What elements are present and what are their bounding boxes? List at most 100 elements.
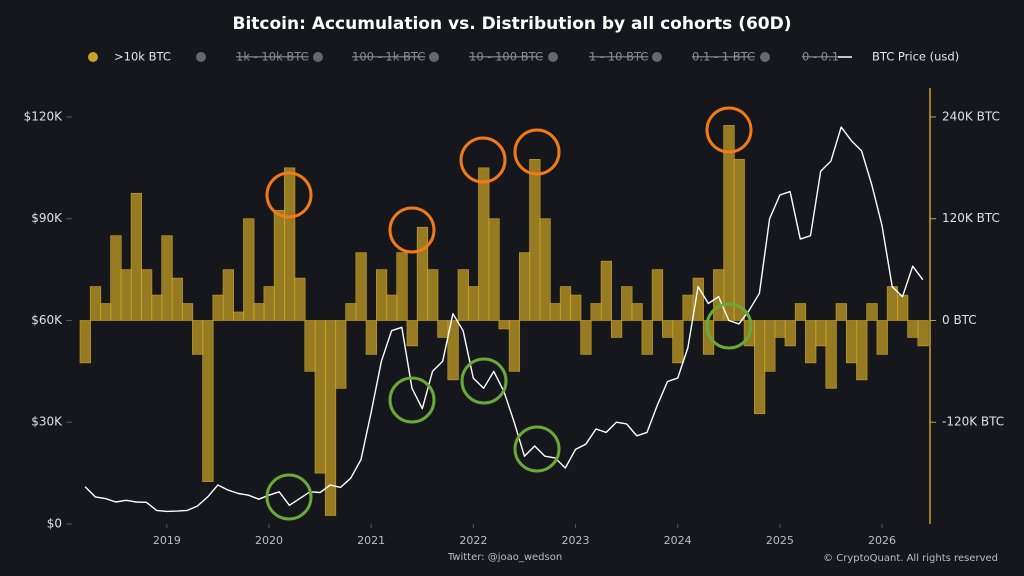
footer-credit: Twitter: @joao_wedson — [447, 552, 562, 563]
accumulation-bar — [222, 269, 234, 321]
accumulation-circle — [513, 425, 561, 473]
accumulation-bar — [386, 294, 398, 321]
accumulation-bar — [212, 294, 224, 321]
accumulation-bar — [202, 320, 214, 482]
accumulation-bar — [917, 320, 929, 347]
accumulation-bar — [549, 303, 561, 321]
accumulation-bar — [151, 294, 163, 321]
accumulation-bar — [641, 320, 653, 355]
accumulation-bar — [273, 209, 286, 321]
accumulation-bar — [284, 167, 296, 321]
accumulation-bar — [355, 252, 367, 321]
accumulation-bar — [519, 252, 531, 321]
accumulation-bar — [897, 294, 909, 321]
accumulation-bar — [590, 303, 602, 321]
accumulation-bar — [529, 159, 541, 321]
accumulation-bar — [406, 320, 418, 347]
y-tick-label: $120K — [24, 109, 64, 123]
footer-copyright: © CryptoQuant. All rights reserved — [823, 553, 998, 564]
y-tick-label: $0 — [47, 517, 62, 531]
accumulation-bar — [651, 269, 664, 321]
x-tick-label: 2021 — [357, 534, 385, 547]
legend-label: BTC Price (usd) — [872, 50, 959, 64]
accumulation-bar — [805, 320, 817, 364]
accumulation-bar — [682, 294, 694, 321]
accumulation-bar — [171, 277, 183, 321]
y2-tick-label: -120K BTC — [942, 415, 1004, 429]
accumulation-bar — [610, 320, 623, 338]
accumulation-bar — [713, 269, 725, 321]
accumulation-bar — [243, 218, 255, 321]
x-tick-label: 2022 — [459, 534, 487, 547]
accumulation-bar — [600, 260, 612, 321]
plot-area: $0 $30K $60K $90K $120K -120K BTC 0 BTC 120K BT… — [24, 88, 1004, 547]
accumulation-bar — [754, 320, 766, 415]
y2-tick-label: 120K BTC — [942, 211, 1000, 225]
legend-marker — [652, 52, 662, 62]
legend-marker — [196, 52, 206, 62]
annotations — [265, 106, 753, 521]
accumulation-bar — [79, 320, 91, 364]
legend-label: >10k BTC — [114, 50, 171, 64]
accumulation-bar — [570, 294, 582, 321]
accumulation-bar — [508, 320, 521, 372]
accumulation-bar — [907, 320, 919, 338]
accumulation-bar — [876, 320, 888, 355]
legend-marker — [760, 52, 770, 62]
legend: >10k BTC 1k - 10k BTC 100 - 1k BTC 10 - 100… — [88, 50, 959, 64]
accumulation-bar — [110, 235, 122, 321]
accumulation-bar — [447, 320, 459, 381]
legend-marker — [429, 52, 439, 62]
x-tick-label: 2023 — [562, 534, 590, 547]
accumulation-bar — [416, 226, 429, 321]
accumulation-bar — [733, 159, 745, 321]
accumulation-bar — [825, 320, 837, 389]
accumulation-bar — [662, 320, 674, 338]
distribution-circle — [388, 206, 436, 254]
distribution-circle — [265, 171, 313, 219]
y-tick-label: $60K — [31, 313, 63, 327]
accumulation-bar — [774, 320, 786, 338]
y-tick-label: $30K — [31, 415, 63, 429]
chart-title: Bitcoin: Accumulation vs. Distribution b… — [233, 14, 792, 34]
x-tick-label: 2020 — [255, 534, 283, 547]
x-tick-label: 2025 — [766, 534, 794, 547]
accumulation-bar — [621, 286, 633, 321]
accumulation-bar — [467, 286, 480, 321]
legend-label: 1 - 10 BTC — [589, 50, 648, 64]
accumulation-bar — [304, 320, 316, 372]
accumulation-bar — [692, 277, 704, 321]
accumulation-bar — [232, 311, 245, 321]
accumulation-bar — [314, 320, 326, 474]
legend-label: 0 - 0.1 — [802, 50, 839, 64]
distribution-circle — [705, 106, 753, 154]
x-tick-label: 2026 — [868, 534, 896, 547]
accumulation-bar — [478, 167, 490, 321]
accumulation-circle — [265, 473, 313, 521]
accumulation-bar — [396, 252, 408, 321]
distribution-circle — [513, 128, 561, 176]
legend-marker — [313, 52, 323, 62]
accumulation-bar — [457, 269, 469, 321]
legend-label: 100 - 1k BTC — [352, 50, 425, 64]
legend-label: 10 - 100 BTC — [469, 50, 543, 64]
accumulation-bar — [100, 303, 112, 321]
accumulation-bar — [181, 303, 194, 321]
accumulation-bar — [866, 303, 878, 321]
accumulation-bar — [263, 286, 275, 321]
accumulation-bar — [672, 320, 684, 364]
accumulation-bar — [437, 320, 449, 338]
accumulation-bar — [845, 320, 858, 364]
accumulation-bar — [723, 125, 735, 321]
distribution-circle — [459, 136, 507, 184]
accumulation-bar — [324, 320, 337, 516]
accumulation-bar — [365, 320, 377, 355]
accumulation-bar — [856, 320, 868, 381]
accumulation-circle — [705, 302, 753, 350]
y2-tick-label: 0 BTC — [942, 313, 977, 327]
accumulation-bar — [375, 269, 388, 321]
accumulation-bar — [580, 320, 592, 355]
accumulation-bar — [631, 303, 643, 321]
